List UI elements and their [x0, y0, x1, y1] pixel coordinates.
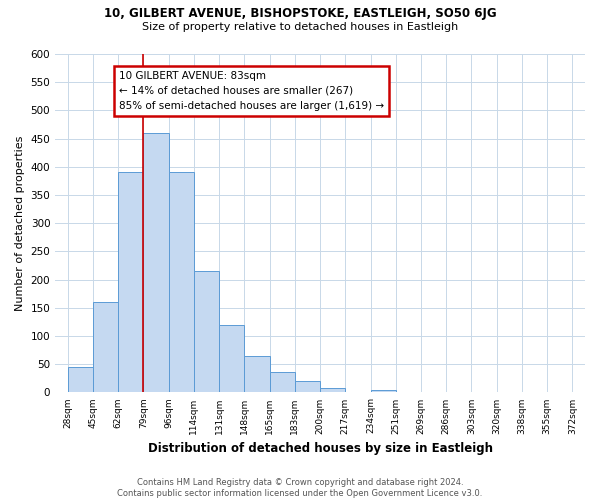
Bar [93, 302, 118, 392]
Text: Size of property relative to detached houses in Eastleigh: Size of property relative to detached ho… [142, 22, 458, 32]
Bar [143, 133, 169, 392]
Bar [244, 356, 269, 393]
Bar [68, 367, 93, 392]
Y-axis label: Number of detached properties: Number of detached properties [15, 136, 25, 311]
Bar [295, 381, 320, 392]
Bar [118, 172, 143, 392]
Bar [194, 271, 219, 392]
Bar [371, 390, 396, 392]
Bar [269, 372, 295, 392]
X-axis label: Distribution of detached houses by size in Eastleigh: Distribution of detached houses by size … [148, 442, 493, 455]
Text: Contains HM Land Registry data © Crown copyright and database right 2024.
Contai: Contains HM Land Registry data © Crown c… [118, 478, 482, 498]
Text: 10, GILBERT AVENUE, BISHOPSTOKE, EASTLEIGH, SO50 6JG: 10, GILBERT AVENUE, BISHOPSTOKE, EASTLEI… [104, 8, 496, 20]
Text: 10 GILBERT AVENUE: 83sqm
← 14% of detached houses are smaller (267)
85% of semi-: 10 GILBERT AVENUE: 83sqm ← 14% of detach… [119, 71, 384, 110]
Bar [169, 172, 194, 392]
Bar [320, 388, 346, 392]
Bar [219, 324, 244, 392]
